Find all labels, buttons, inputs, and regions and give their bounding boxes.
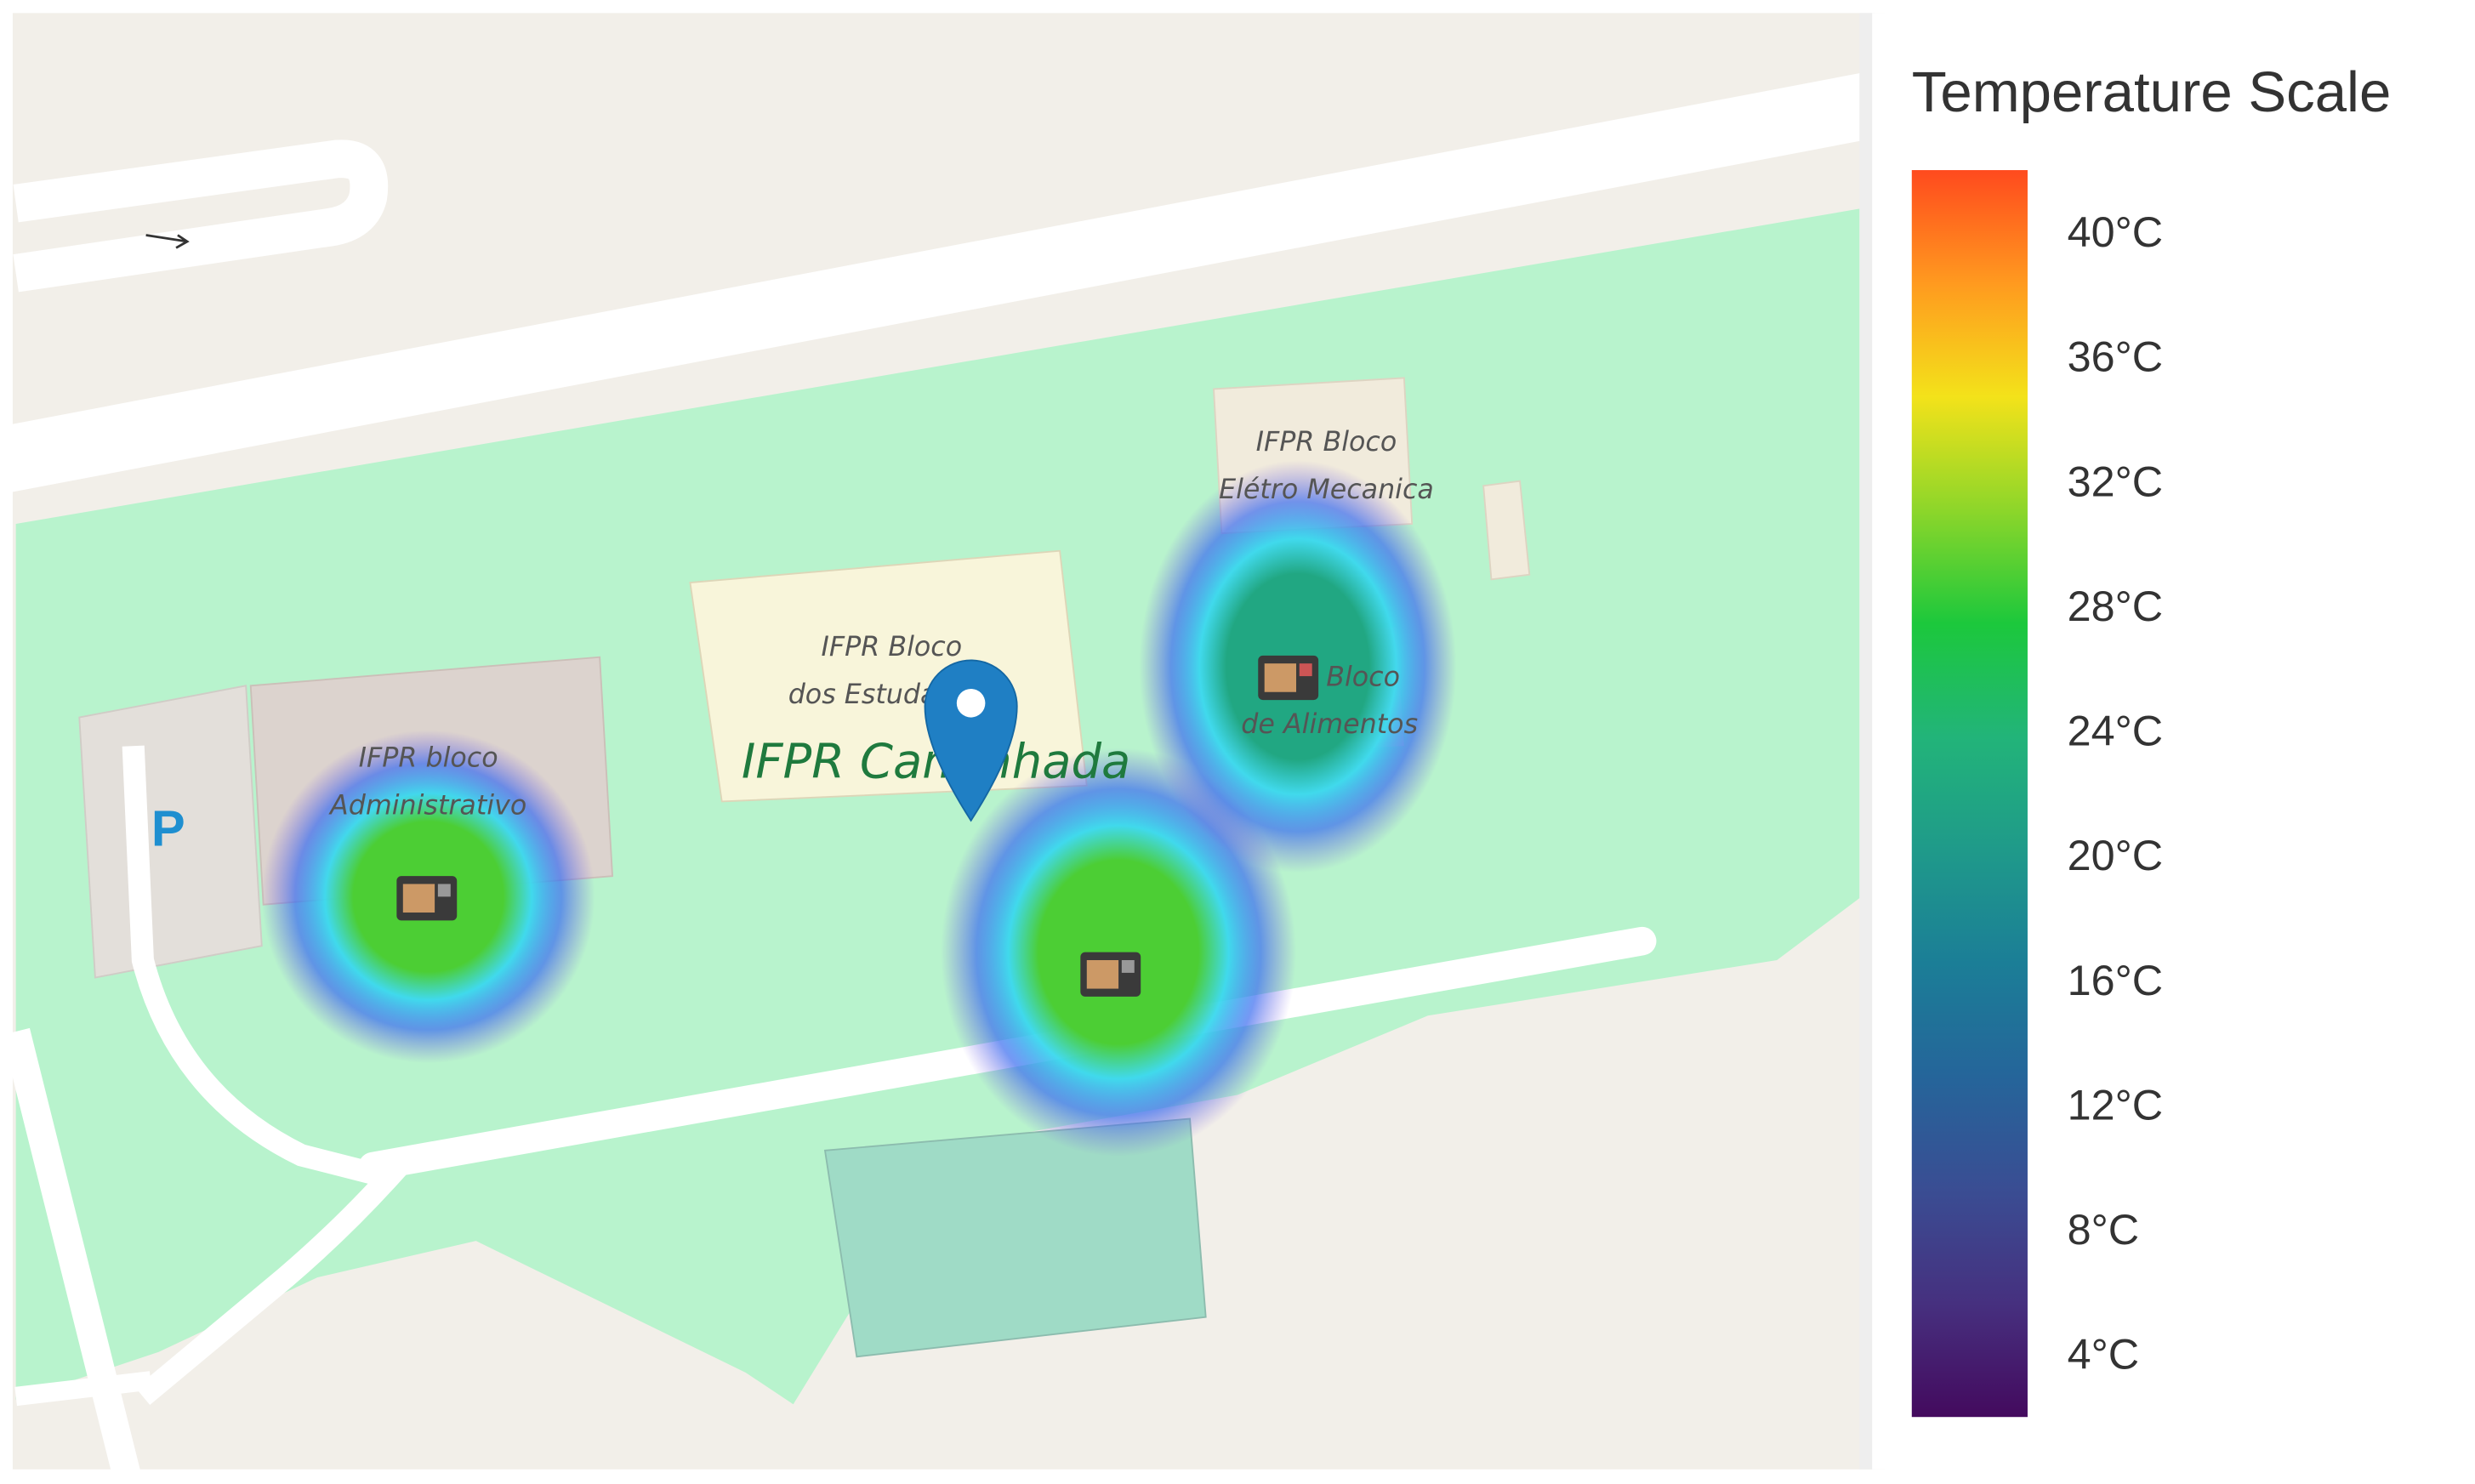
sensor-icons — [396, 655, 1319, 997]
building-label: IFPR Bloco — [1256, 427, 1397, 458]
parking-label: P — [151, 800, 185, 857]
legend: Temperature Scale 4°C 8°C 12°C 16°C 20°C 24°C… — [1859, 13, 2475, 1470]
building-label: Administrativo — [328, 790, 526, 821]
color-bar — [1911, 170, 2028, 1418]
tick-label: 16°C — [2068, 956, 2164, 1004]
tick-label: 4°C — [2068, 1330, 2140, 1379]
tick-label: 20°C — [2068, 831, 2164, 879]
tick-label: 32°C — [2068, 457, 2164, 505]
building-label: IFPR Bloco — [822, 632, 963, 662]
building-label: IFPR bloco — [359, 742, 498, 773]
building-label: de Alimentos — [1241, 709, 1418, 740]
tick-label: 8°C — [2068, 1205, 2140, 1254]
tick-label: 28°C — [2068, 582, 2164, 630]
building-label: Elétro Mecanica — [1219, 475, 1434, 505]
location-pin[interactable] — [924, 659, 1018, 822]
tick-label: 40°C — [2068, 208, 2164, 256]
tick-label: 12°C — [2068, 1080, 2164, 1129]
legend-title: Temperature Scale — [1912, 60, 2392, 124]
tick-label: 24°C — [2068, 707, 2164, 755]
tick-label: 36°C — [2068, 333, 2164, 381]
